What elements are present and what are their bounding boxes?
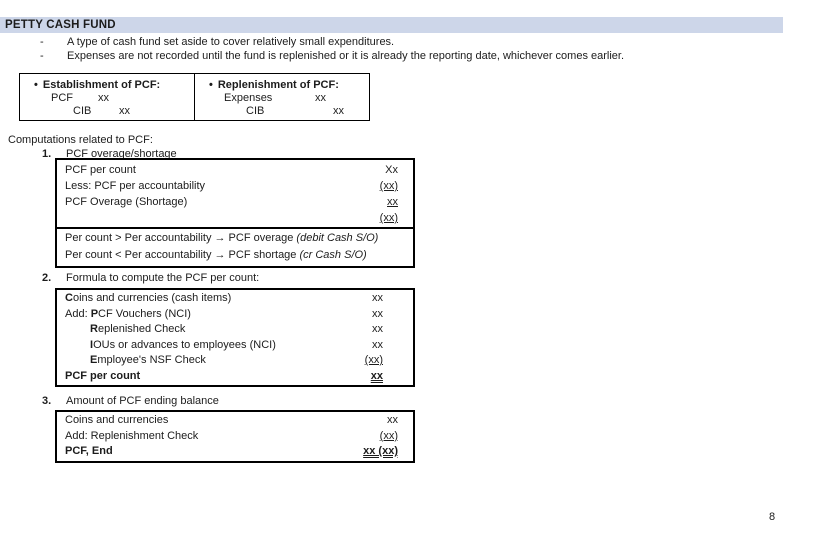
journal-title-text: Establishment of PCF:	[42, 79, 161, 91]
row-label: Coins and currencies (cash items)	[65, 292, 232, 304]
item-number: 1.	[42, 148, 52, 160]
row-label: PCF per count	[65, 164, 136, 176]
table-row: Employee's NSF Check (xx)	[57, 353, 413, 369]
journal-debit-line: PCF xx	[20, 92, 194, 105]
bullet-dash: -	[40, 36, 44, 48]
row-value: xx	[372, 323, 383, 335]
row-value: xx	[372, 338, 383, 351]
note-text: Per count > Per accountability → PCF ove…	[65, 232, 297, 244]
bullet-dot: •	[34, 79, 38, 91]
journal-account: PCF	[51, 92, 73, 104]
table-row: Replenished Check xx	[57, 322, 413, 338]
note-row: Per count > Per accountability → PCF ove…	[57, 230, 413, 247]
journal-debit-line: Expenses xx	[195, 92, 369, 105]
table-total-row: PCF per count xx	[57, 369, 413, 385]
row-label: Less: PCF per accountability	[65, 180, 206, 192]
per-count-formula-table: Coins and currencies (cash items) xx Add…	[55, 288, 415, 387]
journal-cell-establishment: • Establishment of PCF: PCF xx CIB xx	[20, 74, 195, 120]
note-emphasis: (debit Cash S/O)	[296, 232, 379, 244]
journal-account: CIB	[246, 105, 265, 117]
table-row: Add: Replenishment Check (xx)	[57, 429, 413, 445]
row-value: (xx)	[364, 354, 383, 366]
row-value: (xx)	[379, 180, 398, 192]
row-value: (xx)	[379, 429, 398, 442]
row-label: Add: Replenishment Check	[65, 429, 199, 442]
row-value: xx	[370, 369, 383, 382]
table-row: Coins and currencies xx	[57, 413, 413, 429]
journal-credit-line: CIB xx	[20, 105, 194, 118]
table-row: Less: PCF per accountability (xx)	[57, 178, 413, 194]
item-title: Amount of PCF ending balance	[66, 395, 219, 407]
overage-notes-section: Per count > Per accountability → PCF ove…	[57, 227, 413, 266]
item-title: PCF overage/shortage	[66, 148, 177, 160]
journal-entries-box: • Establishment of PCF: PCF xx CIB xx • Re…	[19, 73, 370, 121]
journal-amount: xx	[119, 105, 130, 117]
item-title: Formula to compute the PCF per count:	[66, 272, 260, 284]
row-value: Xx	[385, 164, 398, 176]
row-label: IOUs or advances to employees (NCI)	[90, 338, 276, 351]
journal-amount: xx	[98, 92, 109, 104]
bullet-text: Expenses are not recorded until the fund…	[67, 50, 625, 62]
row-value: (xx)	[379, 212, 398, 224]
row-label: Coins and currencies	[65, 414, 169, 426]
item-2-heading: 2. Formula to compute the PCF per count:	[42, 272, 259, 285]
item-1-heading: 1. PCF overage/shortage	[42, 148, 177, 161]
row-label: PCF per count	[65, 369, 141, 382]
row-value: xx	[372, 292, 383, 304]
page-title: PETTY CASH FUND	[5, 19, 116, 31]
journal-cell-replenishment: • Replenishment of PCF: Expenses xx CIB x…	[195, 74, 369, 120]
row-value: xx	[387, 414, 398, 426]
journal-title: • Establishment of PCF:	[20, 78, 194, 92]
table-row: Add: PCF Vouchers (NCI) xx	[57, 307, 413, 323]
page-number: 8	[769, 511, 776, 523]
note-emphasis: (cr Cash S/O)	[299, 249, 367, 261]
row-label: PCF, End	[65, 445, 113, 457]
table-row: PCF Overage (Shortage) xx	[57, 194, 413, 210]
journal-amount: xx	[333, 105, 344, 117]
bullet-list: - A type of cash fund set aside to cover…	[40, 35, 624, 63]
note-row: Per count < Per accountability → PCF sho…	[57, 247, 413, 264]
bullet-dash: -	[40, 50, 44, 62]
title-highlight-bar: PETTY CASH FUND	[0, 17, 783, 33]
journal-title-text: Replenishment of PCF:	[217, 79, 339, 91]
ending-balance-table: Coins and currencies xx Add: Replenishme…	[55, 410, 415, 463]
bullet-item: - Expenses are not recorded until the fu…	[40, 49, 624, 63]
bullet-item: - A type of cash fund set aside to cover…	[40, 35, 624, 49]
row-value: xx (xx)	[363, 445, 398, 457]
journal-account: CIB	[73, 105, 92, 117]
row-label: Employee's NSF Check	[90, 354, 206, 366]
bullet-text: A type of cash fund set aside to cover r…	[67, 36, 395, 48]
journal-title: • Replenishment of PCF:	[195, 78, 369, 92]
table-row: Coins and currencies (cash items) xx	[57, 291, 413, 307]
row-label: Replenished Check	[90, 323, 186, 335]
overage-shortage-table: PCF per count Xx Less: PCF per accountab…	[55, 158, 415, 268]
table-row: (xx)	[57, 210, 413, 226]
item-number: 2.	[42, 272, 52, 284]
note-text: Per count < Per accountability → PCF sho…	[65, 249, 300, 261]
table-total-row: PCF, End xx (xx)	[57, 444, 413, 460]
item-number: 3.	[42, 395, 52, 407]
overage-computation-section: PCF per count Xx Less: PCF per accountab…	[57, 160, 413, 227]
row-value: xx	[372, 307, 383, 320]
item-3-heading: 3. Amount of PCF ending balance	[42, 395, 219, 408]
table-row: IOUs or advances to employees (NCI) xx	[57, 338, 413, 354]
table-row: PCF per count Xx	[57, 162, 413, 178]
journal-account: Expenses	[224, 92, 273, 104]
computations-heading: Computations related to PCF:	[8, 134, 153, 146]
row-label: PCF Overage (Shortage)	[65, 196, 188, 208]
row-value: xx	[387, 196, 398, 208]
journal-amount: xx	[315, 92, 326, 104]
bullet-dot: •	[209, 79, 213, 91]
row-label: Add: PCF Vouchers (NCI)	[65, 307, 191, 320]
journal-credit-line: CIB xx	[195, 105, 369, 118]
